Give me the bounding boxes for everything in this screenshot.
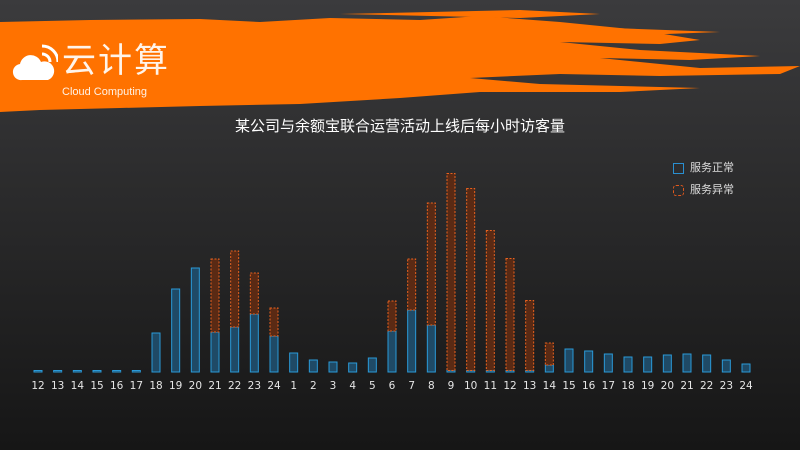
bar-normal-13 xyxy=(289,352,299,373)
x-tick-label: 13 xyxy=(523,380,536,392)
x-tick-label: 18 xyxy=(149,380,162,392)
bar-normal-0 xyxy=(33,370,43,373)
x-tick-label: 6 xyxy=(389,380,396,392)
x-tick-label: 11 xyxy=(484,380,497,392)
x-tick-label: 18 xyxy=(621,380,634,392)
bar-normal-5 xyxy=(131,370,141,373)
bar-abnormal-9 xyxy=(210,258,220,333)
x-tick-label: 13 xyxy=(51,380,64,392)
x-tick-label: 16 xyxy=(110,380,124,392)
legend-label-normal: 服务正常 xyxy=(690,161,734,174)
bar-normal-10 xyxy=(230,326,240,373)
bar-abnormal-26 xyxy=(544,342,554,366)
x-tick-label: 1 xyxy=(290,380,297,392)
bar-normal-31 xyxy=(643,356,653,373)
x-tick-label: 8 xyxy=(428,380,435,392)
x-tick-label: 20 xyxy=(189,380,202,392)
logo-subtitle: Cloud Computing xyxy=(62,86,147,98)
x-tick-label: 4 xyxy=(349,380,356,392)
x-tick-label: 7 xyxy=(408,380,415,392)
cloud-wifi-icon xyxy=(12,44,58,81)
bar-abnormal-12 xyxy=(269,307,279,337)
x-tick-label: 19 xyxy=(169,380,182,392)
bar-abnormal-20 xyxy=(426,202,436,326)
bar-normal-6 xyxy=(151,332,161,373)
bar-normal-17 xyxy=(367,357,377,373)
logo-title: 云计算 xyxy=(62,41,170,81)
x-tick-label: 10 xyxy=(464,380,477,392)
legend-swatch-normal xyxy=(673,162,684,174)
bar-normal-26 xyxy=(544,364,554,373)
bar-normal-35 xyxy=(721,359,731,373)
bar-normal-15 xyxy=(328,361,338,373)
bar-abnormal-22 xyxy=(466,188,476,371)
bar-normal-33 xyxy=(682,353,692,373)
bar-normal-34 xyxy=(702,354,712,373)
x-tick-label: 23 xyxy=(248,380,261,392)
x-tick-label: 20 xyxy=(661,380,674,392)
bar-normal-20 xyxy=(426,324,436,373)
x-tick-label: 24 xyxy=(267,380,281,392)
x-tick-label: 21 xyxy=(680,380,693,392)
legend-item-abnormal: 服务异常 xyxy=(673,183,734,197)
x-tick-label: 23 xyxy=(720,380,733,392)
bar-normal-18 xyxy=(387,330,397,373)
bar-normal-4 xyxy=(112,370,122,373)
x-tick-label: 2 xyxy=(310,380,317,392)
x-tick-label: 17 xyxy=(130,380,143,392)
x-tick-label: 24 xyxy=(739,380,753,392)
x-tick-label: 12 xyxy=(503,380,516,392)
x-tick-label: 3 xyxy=(330,380,337,392)
x-tick-label: 12 xyxy=(31,380,44,392)
bar-normal-16 xyxy=(348,362,358,373)
bar-normal-1 xyxy=(53,370,63,373)
bar-normal-29 xyxy=(603,353,613,373)
x-tick-label: 15 xyxy=(562,380,575,392)
bar-abnormal-11 xyxy=(249,272,259,315)
legend-label-abnormal: 服务异常 xyxy=(690,183,734,196)
x-tick-label: 22 xyxy=(228,380,241,392)
bar-normal-36 xyxy=(741,363,751,373)
x-tick-label: 21 xyxy=(208,380,221,392)
bar-abnormal-10 xyxy=(230,250,240,328)
bar-abnormal-18 xyxy=(387,300,397,332)
bar-normal-19 xyxy=(407,309,417,373)
bar-normal-30 xyxy=(623,356,633,373)
bar-normal-12 xyxy=(269,335,279,373)
bar-normal-14 xyxy=(308,359,318,373)
bar-abnormal-23 xyxy=(485,230,495,371)
chart-title: 某公司与余额宝联合运营活动上线后每小时访客量 xyxy=(234,117,565,135)
bar-normal-11 xyxy=(249,313,259,373)
bar-normal-28 xyxy=(584,350,594,373)
x-tick-label: 14 xyxy=(71,380,85,392)
x-tick-label: 16 xyxy=(582,380,596,392)
x-tick-label: 19 xyxy=(641,380,654,392)
bar-normal-8 xyxy=(190,267,200,373)
bar-normal-2 xyxy=(72,370,82,373)
bar-normal-32 xyxy=(662,354,672,373)
bar-abnormal-21 xyxy=(446,173,456,371)
bar-normal-9 xyxy=(210,331,220,373)
bar-abnormal-24 xyxy=(505,258,515,371)
legend-swatch-abnormal xyxy=(673,184,684,196)
x-tick-label: 5 xyxy=(369,380,376,392)
legend-item-normal: 服务正常 xyxy=(673,161,734,175)
bar-abnormal-25 xyxy=(525,300,535,371)
orange-brush-banner xyxy=(0,10,800,112)
x-tick-label: 15 xyxy=(90,380,103,392)
bar-normal-3 xyxy=(92,370,102,373)
x-tick-label: 22 xyxy=(700,380,713,392)
x-tick-label: 9 xyxy=(448,380,455,392)
bar-abnormal-19 xyxy=(407,258,417,311)
x-tick-label: 17 xyxy=(602,380,615,392)
bar-normal-27 xyxy=(564,348,574,373)
x-tick-label: 14 xyxy=(543,380,557,392)
bar-normal-7 xyxy=(171,288,181,373)
